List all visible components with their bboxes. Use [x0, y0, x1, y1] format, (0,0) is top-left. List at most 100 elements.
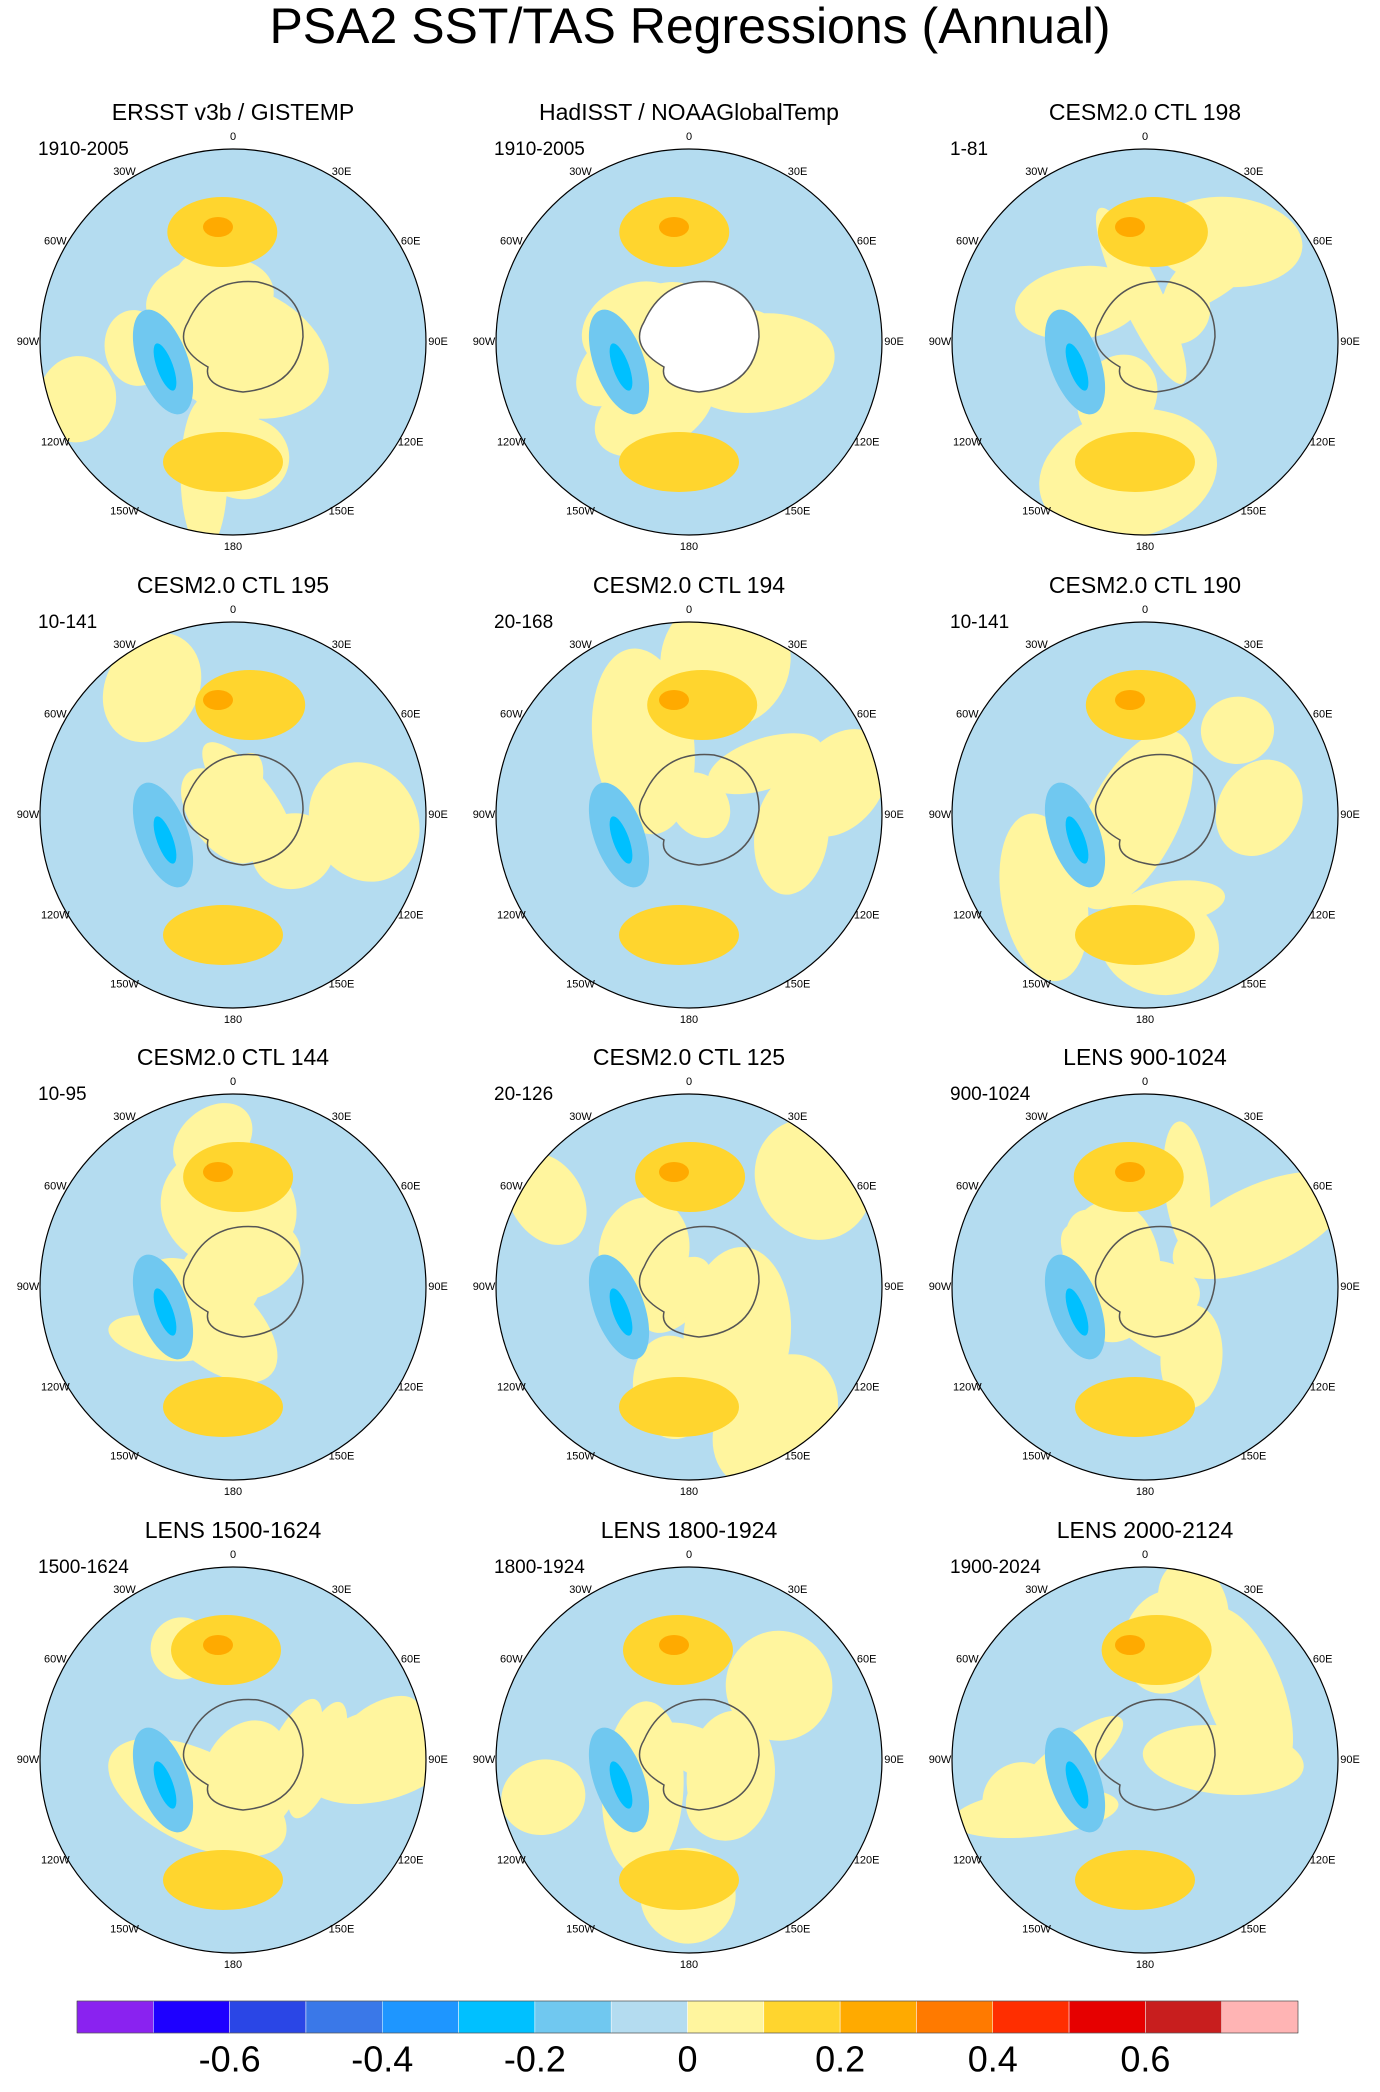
panel-period: 20-168 — [494, 612, 553, 633]
contour-region — [299, 1705, 426, 1804]
colorbar-box — [229, 2000, 307, 2034]
longitude-label: 150W — [1022, 979, 1051, 991]
longitude-label: 60W — [500, 1180, 523, 1192]
panel-period: 10-141 — [950, 612, 1009, 633]
longitude-label: 120E — [1310, 436, 1336, 448]
longitude-label: 30E — [788, 1111, 808, 1123]
colorbar-box — [1221, 2000, 1299, 2034]
contour-region — [725, 1630, 833, 1741]
panel-title: CESM2.0 CTL 190 — [1049, 572, 1241, 598]
map — [496, 149, 882, 535]
longitude-label: 0 — [230, 1549, 236, 1561]
contour-region — [1075, 1377, 1195, 1437]
longitude-label: 120W — [497, 909, 526, 921]
longitude-label: 30W — [569, 1584, 592, 1596]
longitude-label: 150W — [110, 979, 139, 991]
longitude-label: 90E — [428, 336, 448, 348]
contour-region — [659, 217, 689, 237]
panel-period: 1910-2005 — [494, 139, 585, 160]
panel-period: 1900-2024 — [950, 1557, 1041, 1578]
longitude-label: 60W — [500, 708, 523, 720]
contour-region — [609, 816, 633, 864]
longitude-label: 90E — [1340, 1281, 1360, 1293]
contour-region — [619, 1850, 739, 1910]
contour-region — [1215, 759, 1303, 856]
map-frame — [951, 621, 1339, 1009]
colorbar-box — [76, 2000, 154, 2034]
panel-period: 10-95 — [38, 1084, 87, 1105]
antarctica-coast — [638, 1698, 760, 1811]
contour-region — [1065, 816, 1089, 864]
map-frame — [495, 1093, 883, 1481]
contour-region — [685, 1770, 762, 1841]
longitude-label: 180 — [1136, 541, 1154, 553]
map — [952, 149, 1338, 535]
map-frame — [495, 148, 883, 536]
longitude-label: 90W — [17, 1281, 40, 1293]
antarctica-coast — [638, 753, 760, 866]
longitude-label: 60E — [1313, 708, 1333, 720]
longitude-label: 30W — [1025, 1584, 1048, 1596]
longitude-label: 30W — [569, 166, 592, 178]
longitude-label: 60E — [857, 1653, 877, 1665]
longitude-label: 90W — [473, 1754, 496, 1766]
panel-title: LENS 1500-1624 — [145, 1517, 322, 1543]
contour-region — [1115, 1162, 1145, 1182]
antarctica-coast — [182, 280, 304, 393]
longitude-label: 90W — [17, 809, 40, 821]
figure-title: PSA2 SST/TAS Regressions (Annual) — [269, 0, 1110, 54]
longitude-label: 150E — [329, 506, 355, 518]
panel-title: LENS 2000-2124 — [1057, 1517, 1234, 1543]
longitude-label: 30E — [332, 1111, 352, 1123]
map — [952, 1567, 1338, 1953]
longitude-label: 120W — [497, 436, 526, 448]
longitude-label: 120E — [398, 1381, 424, 1393]
longitude-label: 30W — [1025, 1111, 1048, 1123]
longitude-label: 0 — [686, 604, 692, 616]
panel-title: LENS 900-1024 — [1063, 1044, 1227, 1070]
longitude-label: 60W — [956, 1180, 979, 1192]
longitude-label: 60E — [401, 235, 421, 247]
contour-region — [707, 733, 823, 795]
longitude-label: 30E — [332, 166, 352, 178]
longitude-label: 180 — [680, 541, 698, 553]
antarctica-coast — [182, 1698, 304, 1811]
longitude-label: 60E — [857, 708, 877, 720]
contour-region — [146, 256, 274, 342]
longitude-label: 30E — [788, 166, 808, 178]
contour-region — [609, 1288, 633, 1336]
contour-region — [163, 905, 283, 965]
longitude-label: 90W — [473, 1281, 496, 1293]
contour-region — [1115, 217, 1145, 237]
longitude-label: 90E — [884, 336, 904, 348]
colorbar-box — [534, 2000, 612, 2034]
longitude-label: 90E — [428, 1754, 448, 1766]
longitude-label: 180 — [224, 1959, 242, 1971]
contour-region — [1065, 343, 1089, 391]
longitude-label: 120E — [854, 909, 880, 921]
longitude-label: 180 — [680, 1959, 698, 1971]
contour-region — [501, 1759, 586, 1836]
contour-region — [619, 432, 739, 492]
contour-region — [1115, 690, 1145, 710]
longitude-label: 30E — [1244, 639, 1264, 651]
map — [40, 1567, 426, 1953]
longitude-label: 30W — [1025, 166, 1048, 178]
longitude-label: 150E — [329, 1924, 355, 1936]
colorbar-tick-label: -0.6 — [199, 2039, 261, 2080]
map-frame — [951, 148, 1339, 536]
contour-region — [163, 1850, 283, 1910]
contour-region — [183, 1142, 294, 1212]
contour-region — [683, 1246, 792, 1423]
panel-title: CESM2.0 CTL 144 — [137, 1044, 329, 1070]
longitude-label: 30E — [1244, 1111, 1264, 1123]
map — [40, 149, 426, 535]
contour-region — [653, 1722, 754, 1787]
longitude-label: 90E — [428, 1281, 448, 1293]
longitude-label: 30W — [569, 1111, 592, 1123]
contour-region — [153, 816, 177, 864]
colorbar-frame — [76, 2000, 1299, 2034]
colorbar-box — [305, 2000, 383, 2034]
longitude-label: 180 — [1136, 1014, 1154, 1026]
contour-region — [1097, 197, 1208, 267]
